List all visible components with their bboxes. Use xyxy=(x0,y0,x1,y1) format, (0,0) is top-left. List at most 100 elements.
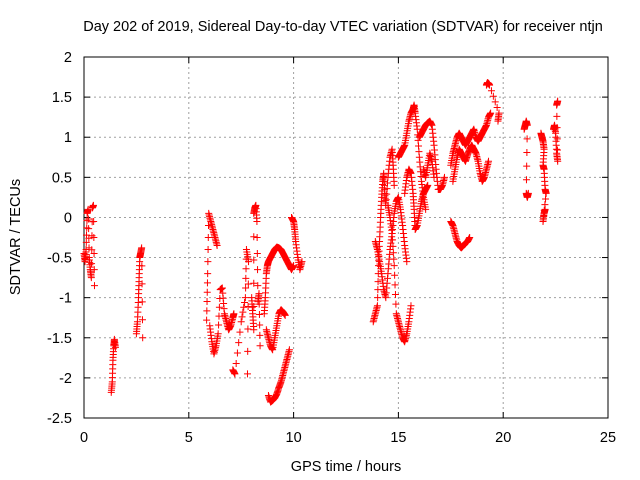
data-point xyxy=(407,302,415,310)
data-point xyxy=(254,282,262,290)
data-point xyxy=(553,112,561,120)
data-point xyxy=(553,146,561,154)
y-tick-label: -2 xyxy=(59,371,72,387)
x-tick-label: 10 xyxy=(286,430,302,446)
data-point xyxy=(240,303,248,311)
data-point xyxy=(204,270,212,278)
x-tick-label: 0 xyxy=(80,430,88,446)
data-point xyxy=(298,258,306,266)
y-tick-label: 2 xyxy=(64,50,72,66)
data-point xyxy=(487,87,495,95)
data-point xyxy=(90,250,98,258)
data-point xyxy=(491,98,499,106)
y-tick-label: 1.5 xyxy=(52,90,72,106)
data-point xyxy=(84,215,92,223)
data-point xyxy=(238,313,246,321)
data-point xyxy=(554,97,562,105)
data-point xyxy=(88,260,96,268)
data-point xyxy=(85,225,93,233)
data-point xyxy=(486,81,494,89)
y-tick-label: -2.5 xyxy=(47,411,72,427)
data-point xyxy=(242,274,250,282)
data-point xyxy=(487,109,495,117)
data-point xyxy=(237,318,245,326)
y-tick-labels: -2.5 -2 -1.5 -1 -0.5 0 0.5 1 1.5 2 xyxy=(47,50,72,427)
y-tick-label: -1 xyxy=(59,291,72,307)
data-point xyxy=(90,234,98,241)
data-point xyxy=(424,181,432,189)
data-point xyxy=(390,255,398,263)
data-point xyxy=(542,195,550,203)
data-point xyxy=(391,290,399,298)
data-point xyxy=(256,331,264,339)
x-axis-label: GPS time / hours xyxy=(291,459,401,475)
data-point xyxy=(82,238,90,246)
data-point xyxy=(553,135,561,143)
x-tick-label: 15 xyxy=(390,430,406,446)
data-point xyxy=(554,157,562,165)
data-point xyxy=(235,339,243,347)
data-point xyxy=(253,250,261,258)
data-point xyxy=(215,303,223,311)
data-points xyxy=(80,79,562,406)
plot-frame xyxy=(83,56,609,419)
data-point xyxy=(90,266,98,274)
data-point xyxy=(90,282,98,290)
data-point xyxy=(203,307,211,315)
data-point xyxy=(241,294,249,302)
data-point xyxy=(290,262,298,270)
data-point xyxy=(253,217,261,225)
data-point xyxy=(388,229,396,237)
data-point xyxy=(391,281,399,289)
data-point xyxy=(245,258,253,266)
data-point xyxy=(90,217,98,225)
y-tick-label: 1 xyxy=(64,130,72,146)
data-point xyxy=(138,298,146,306)
data-point xyxy=(203,288,211,296)
data-point xyxy=(242,265,250,273)
x-tick-label: 25 xyxy=(600,430,616,446)
data-point xyxy=(390,181,398,189)
data-point xyxy=(392,300,400,308)
data-point xyxy=(389,236,397,244)
data-point xyxy=(523,148,531,156)
data-point xyxy=(522,176,530,184)
data-point xyxy=(250,256,258,264)
data-point xyxy=(213,242,221,250)
data-point xyxy=(203,298,211,306)
x-tick-label: 20 xyxy=(495,430,511,446)
data-point xyxy=(256,342,264,350)
data-point xyxy=(242,284,250,292)
data-point xyxy=(466,234,474,241)
data-point xyxy=(256,321,264,329)
data-point xyxy=(83,217,91,225)
data-point xyxy=(244,347,252,355)
axis-ticks xyxy=(83,56,609,419)
data-point xyxy=(390,262,398,270)
y-tick-label: -0.5 xyxy=(47,251,72,267)
data-point xyxy=(373,302,381,310)
data-point xyxy=(493,104,501,112)
data-point xyxy=(250,326,258,334)
data-point xyxy=(391,271,399,279)
data-point xyxy=(88,246,96,254)
data-point xyxy=(204,234,212,241)
data-point xyxy=(542,189,550,197)
data-point xyxy=(241,298,249,306)
data-point xyxy=(204,246,212,254)
data-point xyxy=(138,280,146,288)
data-point xyxy=(250,279,258,287)
data-point xyxy=(255,311,263,319)
data-point xyxy=(489,92,497,100)
data-point xyxy=(250,233,258,241)
data-point xyxy=(255,290,263,298)
data-point xyxy=(403,258,411,266)
data-point xyxy=(243,370,251,378)
data-point xyxy=(87,274,95,282)
data-point xyxy=(422,205,430,213)
data-point xyxy=(253,234,261,241)
data-point xyxy=(285,346,293,354)
data-point xyxy=(138,244,146,252)
chart-title: Day 202 of 2019, Sidereal Day-to-day VTE… xyxy=(83,19,603,35)
